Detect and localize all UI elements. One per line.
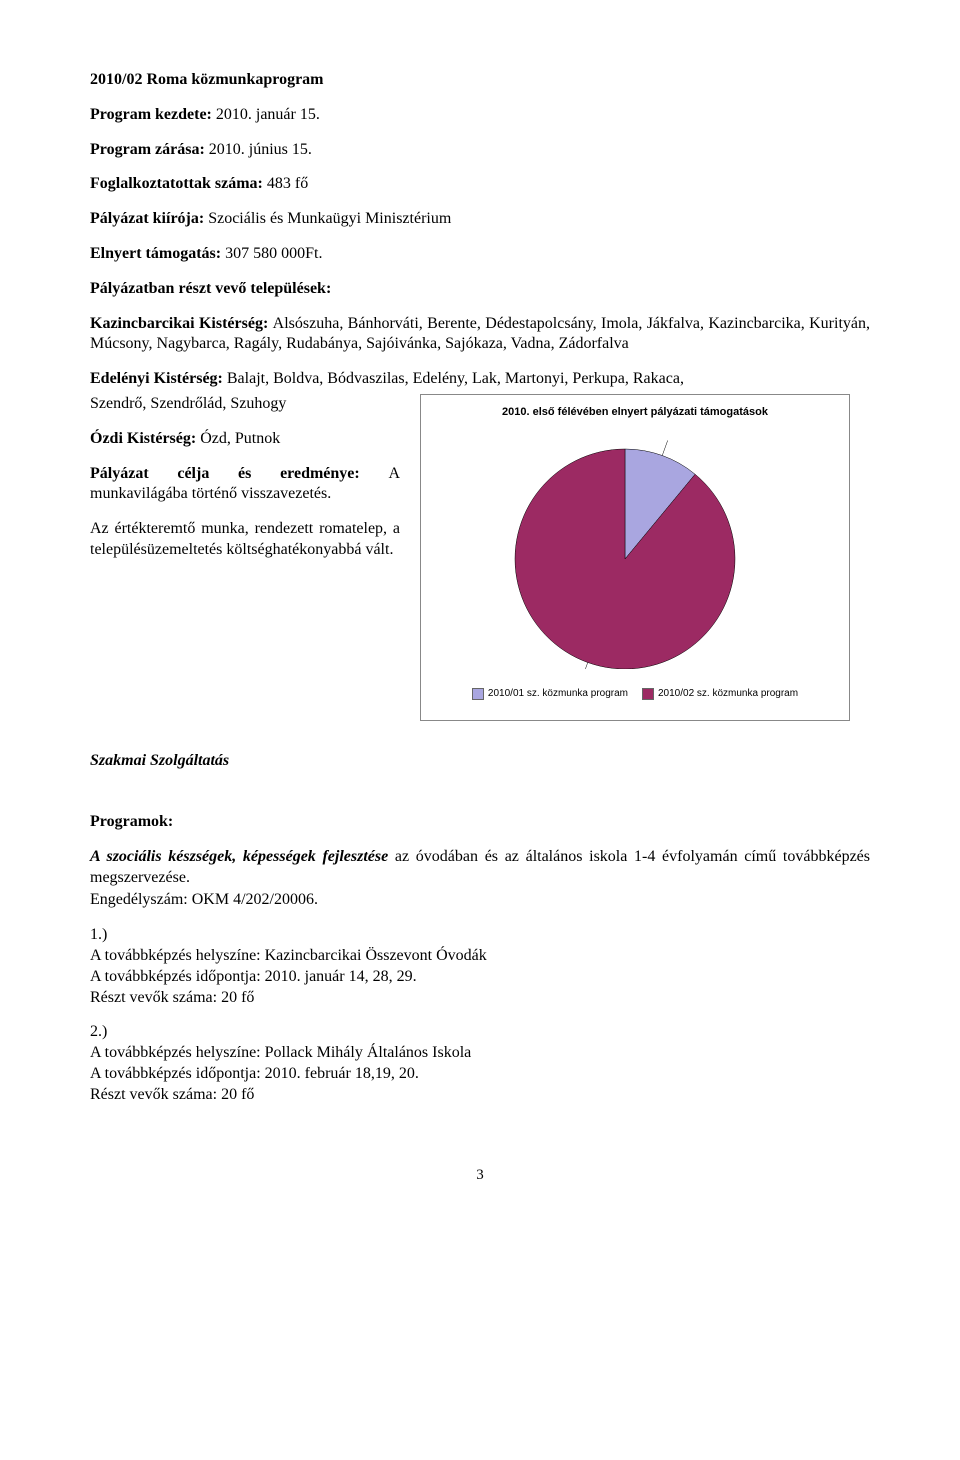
- item2-loc: A továbbképzés helyszíne: Pollack Mihály…: [90, 1043, 870, 1064]
- ozdi-list: Ózd, Putnok: [200, 430, 280, 447]
- support-line: Elnyert támogatás: 307 580 000Ft.: [90, 244, 870, 265]
- support-value: 307 580 000Ft.: [225, 245, 322, 262]
- svg-text:39000000; 11%: 39000000; 11%: [672, 429, 741, 430]
- end-label: Program zárása:: [90, 141, 209, 158]
- goal-para-1: Pályázat célja és eredménye: A munkavilá…: [90, 464, 400, 506]
- pie-svg: 39000000; 11%307580000; 89%: [445, 429, 825, 669]
- chart-title: 2010. első félévében elnyert pályázati t…: [431, 405, 839, 419]
- ozdi-region: Ózdi Kistérség: Ózd, Putnok: [90, 429, 400, 450]
- edelenyi-label: Edelényi Kistérség:: [90, 370, 227, 387]
- text-chart-row: Szendrő, Szendrőlád, Szuhogy Ózdi Kistér…: [90, 394, 870, 721]
- legend-item-1: 2010/01 sz. közmunka program: [472, 687, 628, 700]
- item2-num: 2.): [90, 1022, 870, 1043]
- program-item-1: 1.) A továbbképzés helyszíne: Kazincbarc…: [90, 925, 870, 1008]
- legend-swatch-2: [642, 688, 654, 700]
- goal-label: Pályázat célja és eredménye:: [90, 465, 388, 482]
- programs-label: Programok:: [90, 812, 870, 833]
- legend-text-1: 2010/01 sz. közmunka program: [488, 687, 628, 700]
- item1-count: Részt vevők száma: 20 fő: [90, 988, 870, 1009]
- item1-num: 1.): [90, 925, 870, 946]
- issuer-line: Pályázat kiírója: Szociális és Munkaügyi…: [90, 209, 870, 230]
- pie-graphic: 39000000; 11%307580000; 89%: [431, 429, 839, 669]
- doc-title: 2010/02 Roma közmunkaprogram: [90, 70, 870, 91]
- end-value: 2010. június 15.: [209, 141, 312, 158]
- pie-chart-panel: 2010. első félévében elnyert pályázati t…: [420, 394, 850, 721]
- kazincbarcikai-region: Kazincbarcikai Kistérség: Alsószuha, Bán…: [90, 314, 870, 356]
- section-heading: Szakmai Szolgáltatás: [90, 751, 870, 772]
- program-end: Program zárása: 2010. június 15.: [90, 140, 870, 161]
- item1-date: A továbbképzés időpontja: 2010. január 1…: [90, 967, 870, 988]
- settlements-heading: Pályázatban részt vevő települések:: [90, 279, 870, 300]
- employed-label: Foglalkoztatottak száma:: [90, 175, 267, 192]
- program-intro-bold: A szociális készségek, képességek fejles…: [90, 848, 395, 865]
- item1-loc: A továbbképzés helyszíne: Kazincbarcikai…: [90, 946, 870, 967]
- edelenyi-list-first: Balajt, Boldva, Bódvaszilas, Edelény, La…: [227, 370, 684, 387]
- chart-legend: 2010/01 sz. közmunka program 2010/02 sz.…: [431, 687, 839, 700]
- employed-line: Foglalkoztatottak száma: 483 fő: [90, 174, 870, 195]
- issuer-value: Szociális és Munkaügyi Minisztérium: [208, 210, 451, 227]
- start-value: 2010. január 15.: [216, 106, 320, 123]
- start-label: Program kezdete:: [90, 106, 216, 123]
- item2-count: Részt vevők száma: 20 fő: [90, 1085, 870, 1106]
- legend-item-2: 2010/02 sz. közmunka program: [642, 687, 798, 700]
- goal-para-2: Az értékteremtő munka, rendezett romatel…: [90, 519, 400, 561]
- issuer-label: Pályázat kiírója:: [90, 210, 208, 227]
- program-start: Program kezdete: 2010. január 15.: [90, 105, 870, 126]
- legend-text-2: 2010/02 sz. közmunka program: [658, 687, 798, 700]
- legend-swatch-1: [472, 688, 484, 700]
- employed-value: 483 fő: [267, 175, 308, 192]
- ozdi-label: Ózdi Kistérség:: [90, 430, 200, 447]
- edelenyi-rest: Szendrő, Szendrőlád, Szuhogy: [90, 394, 400, 415]
- program-intro: A szociális készségek, képességek fejles…: [90, 847, 870, 889]
- edelenyi-intro: Edelényi Kistérség: Balajt, Boldva, Bódv…: [90, 369, 870, 390]
- item2-date: A továbbképzés időpontja: 2010. február …: [90, 1064, 870, 1085]
- program-item-2: 2.) A továbbképzés helyszíne: Pollack Mi…: [90, 1022, 870, 1105]
- support-label: Elnyert támogatás:: [90, 245, 225, 262]
- page-number: 3: [90, 1166, 870, 1186]
- kazincbarcikai-label: Kazincbarcikai Kistérség:: [90, 315, 273, 332]
- left-text-column: Szendrő, Szendrőlád, Szuhogy Ózdi Kistér…: [90, 394, 400, 575]
- license-line: Engedélyszám: OKM 4/202/20006.: [90, 890, 870, 911]
